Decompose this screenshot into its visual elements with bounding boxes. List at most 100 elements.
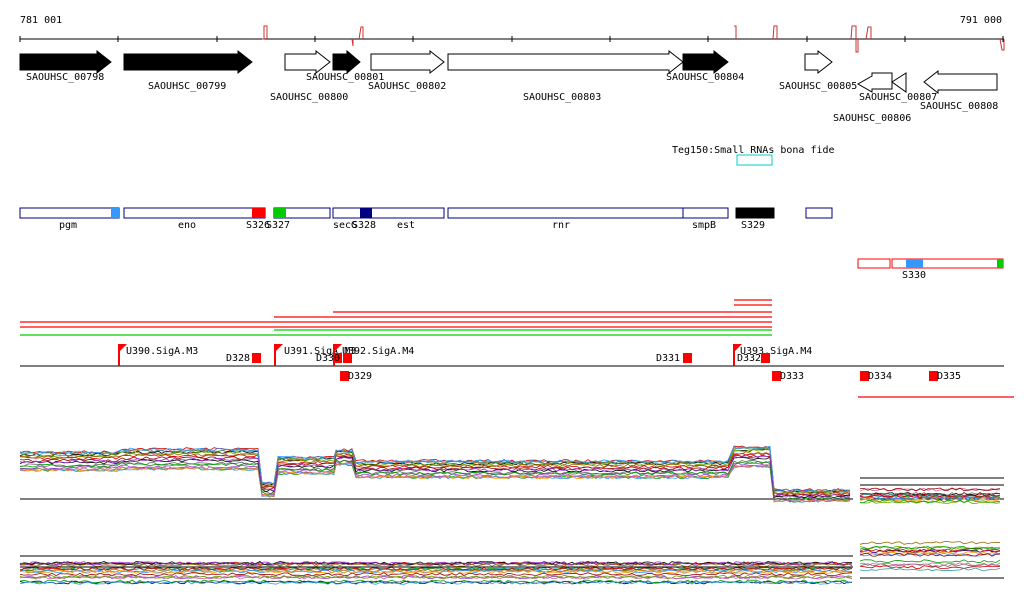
profile-trace	[19, 445, 851, 493]
gene-label: SAOUHSC_00800	[270, 92, 348, 103]
terminator-d330[interactable]: D330	[316, 353, 342, 364]
operon-s330-green-mark	[997, 259, 1003, 268]
profile-trace	[859, 496, 1001, 500]
profile-trace	[19, 569, 853, 574]
coord-start: 781 001	[20, 15, 62, 26]
operon-s329[interactable]	[735, 207, 775, 219]
gene-label: SAOUHSC_00806	[833, 113, 911, 124]
profile-trace	[19, 574, 853, 579]
gene-label: SAOUHSC_00805	[779, 81, 857, 92]
profile-trace	[19, 579, 853, 584]
promoter-u390[interactable]: U390.SigA.M3	[118, 344, 198, 366]
terminator-d335[interactable]: D335	[929, 371, 961, 382]
operon-label-smpb: smpB	[692, 220, 716, 231]
terminator-label: D333	[780, 371, 804, 382]
terminator-label: D328	[226, 353, 250, 364]
promoter-u391[interactable]: U391.SigA.M3	[274, 344, 356, 366]
profile-trace	[859, 552, 1001, 557]
profile-trace	[859, 565, 1001, 570]
small-rna-label: Teg150:Small RNAs bona fide	[672, 145, 835, 156]
operon-label-s329: S329	[741, 220, 765, 231]
operon-label-pgm: pgm	[59, 220, 77, 231]
profile-trace	[859, 494, 1001, 498]
profile-trace	[859, 551, 1001, 555]
operon-small-box[interactable]	[805, 207, 833, 219]
profile-trace	[859, 498, 1001, 502]
operon-eno[interactable]	[123, 207, 266, 219]
profile-trace	[19, 454, 851, 497]
promoter-label: U391.SigA.M3	[284, 346, 356, 357]
operon-pgm-end-mark	[111, 208, 119, 218]
operon-est[interactable]	[332, 207, 445, 219]
terminator-d332[interactable]: D332	[737, 353, 770, 364]
terminator-d333[interactable]: D333	[772, 371, 804, 382]
gene-saouhsc-00799[interactable]: SAOUHSC_00799	[123, 49, 253, 92]
operon-s330-left[interactable]	[857, 258, 891, 269]
profile-trace	[859, 487, 1000, 492]
gene-saouhsc-00806[interactable]: SAOUHSC_00806	[833, 72, 911, 124]
profile-trace	[19, 566, 853, 571]
terminator-label: D332	[737, 353, 761, 364]
terminator-d334[interactable]: D334	[860, 371, 892, 382]
operon-label-rnr: rnr	[552, 220, 570, 231]
operon-smpb[interactable]	[682, 207, 729, 219]
gene-saouhsc-00808[interactable]: SAOUHSC_00808	[920, 69, 998, 112]
gene-saouhsc-00804[interactable]: SAOUHSC_00804	[666, 49, 744, 83]
profile-lines	[19, 541, 1001, 585]
profile-trace	[19, 459, 851, 500]
profile-trace	[859, 548, 1001, 552]
promoter-u393[interactable]: U393.SigA.M4	[733, 344, 812, 366]
transcript-lines	[20, 299, 1014, 398]
profile-trace	[19, 563, 853, 567]
gene-saouhsc-00803[interactable]: SAOUHSC_00803	[447, 49, 684, 103]
operon-label-eno: eno	[178, 220, 196, 231]
terminator-label: D334	[868, 371, 892, 382]
profile-trace	[19, 448, 851, 494]
gene-saouhsc-00802[interactable]: SAOUHSC_00802	[368, 49, 446, 92]
profile-trace	[859, 546, 1001, 550]
terminator-d329[interactable]: D329	[340, 353, 372, 382]
profile-trace	[859, 562, 1001, 567]
gene-label: SAOUHSC_00807	[859, 92, 937, 103]
small-rna-feature[interactable]	[736, 154, 773, 166]
operon-label-s328: S328	[352, 220, 376, 231]
gene-label: SAOUHSC_00808	[920, 101, 998, 112]
operon-label-s326: S326	[246, 220, 270, 231]
gene-label: SAOUHSC_00799	[148, 81, 226, 92]
gene-saouhsc-00801[interactable]: SAOUHSC_00801	[306, 49, 384, 83]
profile-trace	[19, 445, 851, 492]
operon-rnr[interactable]	[447, 207, 684, 219]
gene-label: SAOUHSC_00804	[666, 72, 744, 83]
profile-trace	[19, 460, 851, 502]
promoter-label: U393.SigA.M4	[740, 346, 812, 357]
expression-panel-lower	[19, 541, 1004, 585]
operon-label-secg: secG	[333, 220, 357, 231]
gene-track: SAOUHSC_00798 SAOUHSC_00799 SAOUHSC_0080…	[19, 49, 998, 124]
gene-saouhsc-00800[interactable]: SAOUHSC_00800	[270, 49, 348, 103]
profile-trace	[19, 561, 853, 566]
profile-trace	[19, 451, 851, 495]
profile-trace	[19, 572, 853, 577]
ruler-ticks	[19, 36, 1004, 42]
gene-saouhsc-00798[interactable]: SAOUHSC_00798	[19, 49, 112, 83]
profile-trace	[19, 455, 851, 498]
profile-trace	[860, 499, 1001, 504]
operon-s330-blue-mark	[906, 259, 923, 268]
gene-label: SAOUHSC_00798	[26, 72, 104, 83]
operon-s327-mark	[274, 208, 286, 218]
operon-label-est: est	[397, 220, 415, 231]
operon-s326-mark	[252, 208, 265, 218]
operon-pgm[interactable]	[19, 207, 120, 219]
terminator-d331[interactable]: D331	[656, 353, 692, 364]
gene-saouhsc-00805[interactable]: SAOUHSC_00805	[779, 49, 857, 92]
terminator-label: D329	[348, 371, 372, 382]
profile-lines	[19, 445, 1001, 504]
profile-trace	[19, 568, 853, 573]
profile-trace	[859, 541, 1001, 545]
terminator-d328[interactable]: D328	[226, 353, 261, 364]
profile-trace	[19, 462, 851, 503]
profile-trace	[859, 559, 1001, 564]
gene-saouhsc-00807[interactable]: SAOUHSC_00807	[859, 72, 937, 103]
gene-label: SAOUHSC_00802	[368, 81, 446, 92]
